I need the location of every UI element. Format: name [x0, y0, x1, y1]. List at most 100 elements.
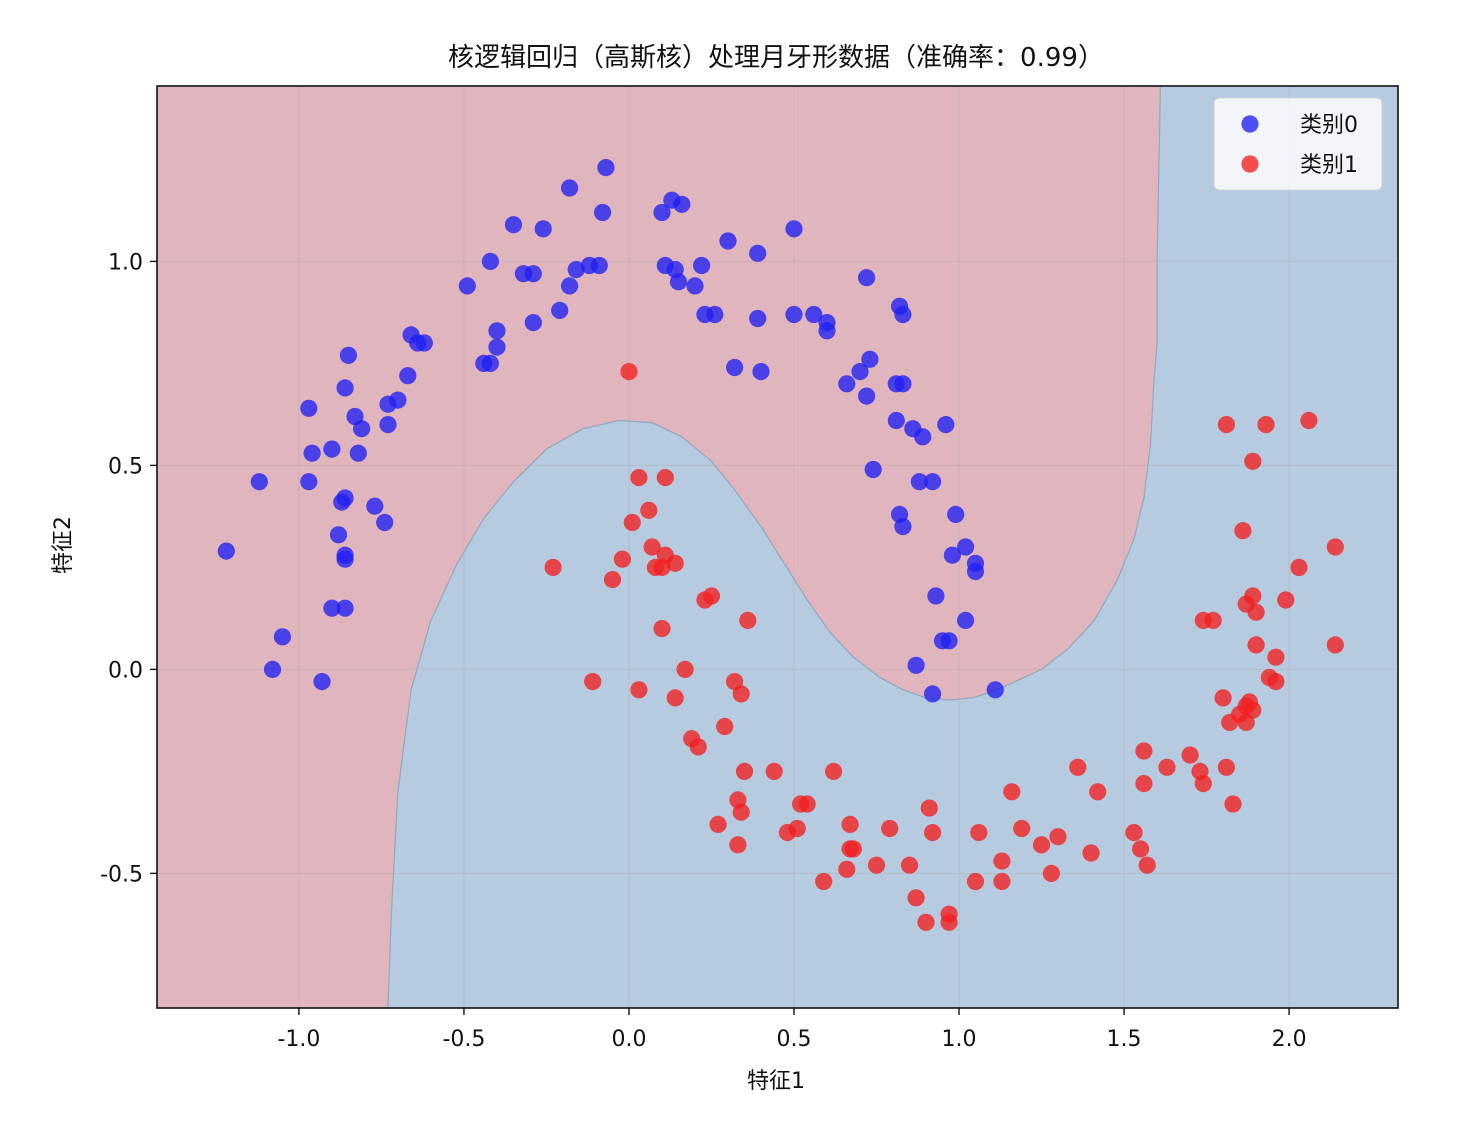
series-1 — [544, 363, 1344, 931]
data-point — [623, 513, 641, 532]
legend-label: 类别0 — [1300, 113, 1358, 138]
data-point — [957, 538, 975, 556]
data-point — [544, 558, 562, 577]
data-point — [1069, 758, 1087, 776]
data-point — [851, 363, 869, 381]
data-point — [1003, 783, 1021, 801]
data-point — [336, 599, 354, 617]
data-point — [1290, 558, 1308, 577]
data-point — [917, 913, 935, 931]
data-point — [300, 399, 318, 417]
legend-label: 类别1 — [1300, 153, 1358, 178]
x-tick-label: 0.5 — [777, 1027, 812, 1052]
data-point — [353, 420, 371, 438]
data-point — [844, 840, 863, 858]
data-point — [1267, 648, 1285, 666]
scatter-points — [217, 159, 1344, 931]
y-tick-label: 0.0 — [108, 658, 143, 683]
data-point — [924, 473, 942, 491]
data-point — [415, 334, 433, 352]
data-point — [597, 159, 615, 177]
data-point — [313, 673, 331, 691]
data-point — [1194, 775, 1212, 793]
data-point — [966, 872, 985, 891]
legend-marker — [1241, 115, 1259, 133]
data-point — [887, 411, 905, 430]
data-point — [303, 444, 321, 462]
data-point — [656, 469, 674, 487]
data-point — [1326, 538, 1344, 556]
data-point — [640, 501, 658, 519]
data-point — [1214, 689, 1232, 707]
data-point — [1135, 775, 1153, 793]
data-point — [1247, 636, 1265, 654]
data-point — [986, 681, 1004, 699]
data-point — [1224, 795, 1242, 813]
data-point — [339, 346, 357, 364]
data-point — [940, 632, 958, 650]
data-point — [524, 265, 542, 283]
data-point — [943, 546, 962, 564]
data-point — [907, 656, 925, 674]
plot-area: -1.0 -0.5 0.0 0.5 1.0 1.5 2.0 -0.5 0.0 0.5 1.0 — [100, 85, 1399, 1052]
data-point — [914, 428, 932, 446]
data-point — [1257, 416, 1275, 434]
data-point — [702, 587, 721, 605]
data-point — [336, 550, 354, 568]
data-point — [399, 367, 417, 385]
data-point — [1247, 603, 1265, 621]
data-point — [716, 717, 734, 736]
data-point — [534, 220, 552, 238]
x-tick-label: 1.5 — [1107, 1027, 1142, 1052]
data-point — [709, 815, 727, 834]
data-point — [1049, 828, 1067, 846]
data-point — [910, 473, 929, 491]
data-point — [250, 473, 268, 491]
data-point — [739, 611, 757, 630]
series-0 — [217, 159, 1004, 703]
data-point — [217, 542, 235, 560]
data-point — [894, 375, 912, 393]
data-point — [788, 819, 806, 838]
data-point — [752, 363, 770, 381]
x-axis-label: 特征1 — [747, 1069, 805, 1094]
data-point — [300, 473, 318, 491]
data-point — [825, 762, 843, 781]
data-point — [676, 660, 694, 679]
data-point — [970, 824, 988, 842]
data-point — [488, 322, 506, 340]
data-point — [376, 513, 394, 532]
data-point — [749, 244, 767, 262]
x-tick-label: 2.0 — [1272, 1027, 1307, 1052]
data-point — [864, 460, 882, 479]
data-point — [726, 358, 744, 377]
data-point — [732, 685, 750, 703]
data-point — [1082, 844, 1100, 862]
data-point — [1042, 864, 1060, 883]
data-point — [458, 277, 476, 295]
data-point — [881, 819, 899, 838]
data-point — [630, 469, 648, 487]
data-point — [590, 256, 608, 275]
data-point — [620, 363, 638, 381]
data-point — [561, 179, 579, 197]
data-point — [488, 338, 506, 356]
data-point — [805, 305, 823, 324]
data-point — [561, 277, 579, 295]
data-point — [1135, 742, 1153, 760]
data-point — [920, 799, 938, 817]
x-tick-label: -1.0 — [277, 1027, 320, 1052]
data-point — [567, 261, 585, 279]
data-point — [336, 379, 354, 397]
data-point — [653, 620, 671, 638]
data-point — [785, 305, 803, 324]
data-point — [957, 611, 975, 630]
data-point — [366, 497, 384, 515]
y-tick-label: 1.0 — [108, 250, 143, 275]
data-point — [1244, 701, 1262, 719]
data-point — [1244, 587, 1262, 605]
data-point — [1326, 636, 1344, 654]
data-point — [993, 852, 1011, 870]
